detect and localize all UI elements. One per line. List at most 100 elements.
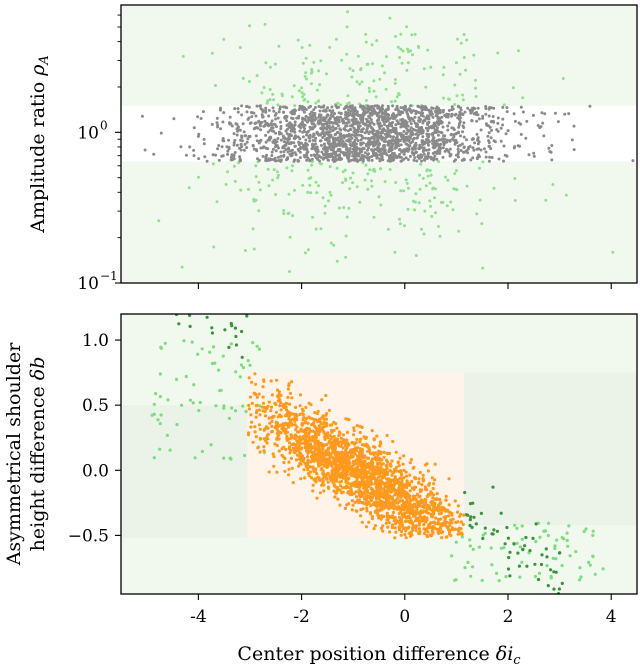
bottom-shoulder-point bbox=[506, 536, 510, 540]
bottom-x-tick-label: 4 bbox=[606, 607, 617, 627]
bottom-outer-point bbox=[197, 408, 201, 413]
top-accepted-point bbox=[386, 107, 390, 111]
bottom-accepted-point bbox=[425, 494, 429, 498]
bottom-accepted-point bbox=[312, 421, 316, 425]
top-accepted-point bbox=[412, 152, 416, 156]
bottom-accepted-point bbox=[321, 457, 325, 462]
top-rejected-point bbox=[429, 173, 433, 177]
top-accepted-point bbox=[375, 114, 379, 118]
top-rejected-point bbox=[462, 33, 466, 36]
bottom-accepted-point bbox=[332, 459, 336, 463]
top-rejected-point bbox=[349, 176, 353, 180]
bottom-accepted-point bbox=[289, 456, 293, 460]
top-accepted-point bbox=[426, 152, 430, 156]
bottom-outer-point bbox=[489, 546, 493, 550]
top-accepted-point bbox=[370, 155, 374, 158]
top-accepted-point bbox=[290, 129, 294, 133]
bottom-accepted-point bbox=[297, 464, 301, 468]
top-accepted-point bbox=[350, 158, 353, 162]
top-accepted-point bbox=[245, 140, 249, 144]
top-rejected-point bbox=[314, 180, 318, 184]
top-accepted-point bbox=[330, 148, 334, 151]
top-accepted-point bbox=[431, 133, 435, 137]
bottom-accepted-point bbox=[286, 387, 290, 391]
top-accepted-point bbox=[402, 130, 406, 133]
bottom-accepted-point bbox=[382, 455, 386, 459]
top-rejected-point bbox=[517, 49, 520, 53]
top-accepted-point bbox=[240, 136, 244, 140]
top-rejected-point bbox=[400, 61, 404, 65]
top-accepted-point bbox=[234, 122, 238, 126]
top-accepted-point bbox=[331, 136, 335, 140]
top-accepted-point bbox=[349, 110, 353, 113]
top-accepted-point bbox=[277, 159, 280, 163]
top-accepted-point bbox=[426, 143, 430, 147]
top-rejected-point bbox=[319, 227, 323, 231]
top-rejected-point bbox=[303, 74, 307, 78]
top-accepted-point bbox=[438, 150, 442, 153]
bottom-accepted-point bbox=[346, 481, 350, 485]
top-accepted-point bbox=[475, 119, 479, 123]
bottom-accepted-point bbox=[444, 515, 448, 519]
top-accepted-point bbox=[331, 114, 335, 118]
bottom-shoulder-point bbox=[227, 345, 231, 349]
bottom-accepted-point bbox=[280, 427, 284, 431]
top-accepted-point bbox=[307, 116, 311, 120]
top-accepted-point bbox=[435, 105, 439, 109]
bottom-accepted-point bbox=[457, 526, 461, 530]
bottom-accepted-point bbox=[294, 434, 298, 438]
top-rejected-point bbox=[457, 229, 461, 233]
bottom-accepted-point bbox=[384, 464, 388, 468]
top-rejected-point bbox=[409, 49, 412, 53]
bottom-accepted-point bbox=[370, 490, 375, 494]
bottom-accepted-point bbox=[379, 483, 383, 487]
top-accepted-point bbox=[437, 123, 440, 126]
top-accepted-point bbox=[490, 156, 494, 159]
bottom-accepted-point bbox=[428, 493, 432, 497]
bottom-accepted-point bbox=[449, 533, 453, 538]
top-accepted-point bbox=[344, 116, 348, 120]
top-accepted-point bbox=[381, 104, 384, 108]
bottom-outer-point bbox=[591, 533, 595, 538]
top-accepted-point bbox=[302, 106, 306, 110]
bottom-accepted-point bbox=[458, 531, 462, 536]
bottom-outer-point bbox=[533, 574, 538, 579]
bottom-accepted-point bbox=[290, 380, 294, 384]
top-accepted-point bbox=[430, 156, 434, 160]
bottom-accepted-point bbox=[418, 494, 422, 498]
bottom-accepted-point bbox=[437, 531, 441, 536]
bottom-accepted-point bbox=[325, 421, 329, 426]
top-accepted-point bbox=[452, 138, 456, 142]
top-accepted-point bbox=[404, 105, 408, 109]
top-accepted-point bbox=[366, 148, 369, 152]
bottom-accepted-point bbox=[364, 525, 369, 529]
top-accepted-point bbox=[360, 142, 364, 146]
bottom-accepted-point bbox=[391, 499, 395, 503]
top-rejected-point bbox=[417, 201, 421, 205]
bottom-accepted-point bbox=[305, 449, 309, 453]
top-rejected-point bbox=[611, 250, 615, 254]
bottom-accepted-point bbox=[257, 408, 261, 412]
bottom-accepted-point bbox=[397, 484, 402, 488]
bottom-accepted-point bbox=[337, 433, 341, 437]
top-accepted-point bbox=[314, 142, 317, 146]
bottom-accepted-point bbox=[411, 498, 415, 502]
bottom-accepted-point bbox=[399, 529, 404, 534]
top-rejected-point bbox=[243, 249, 247, 252]
top-accepted-point bbox=[202, 142, 206, 146]
top-rejected-point bbox=[335, 166, 339, 170]
bottom-outer-point bbox=[152, 456, 156, 460]
top-accepted-point bbox=[291, 126, 295, 130]
bottom-accepted-point bbox=[249, 425, 253, 429]
top-accepted-point bbox=[352, 145, 356, 149]
bottom-accepted-point bbox=[432, 504, 436, 508]
bottom-accepted-point bbox=[341, 439, 345, 443]
bottom-accepted-point bbox=[315, 472, 319, 476]
bottom-accepted-point bbox=[411, 526, 415, 530]
top-rejected-point bbox=[422, 232, 426, 236]
bottom-outer-point bbox=[578, 566, 582, 570]
top-accepted-point bbox=[513, 119, 517, 123]
bottom-shoulder-point bbox=[189, 286, 192, 289]
top-rejected-point bbox=[386, 227, 390, 231]
